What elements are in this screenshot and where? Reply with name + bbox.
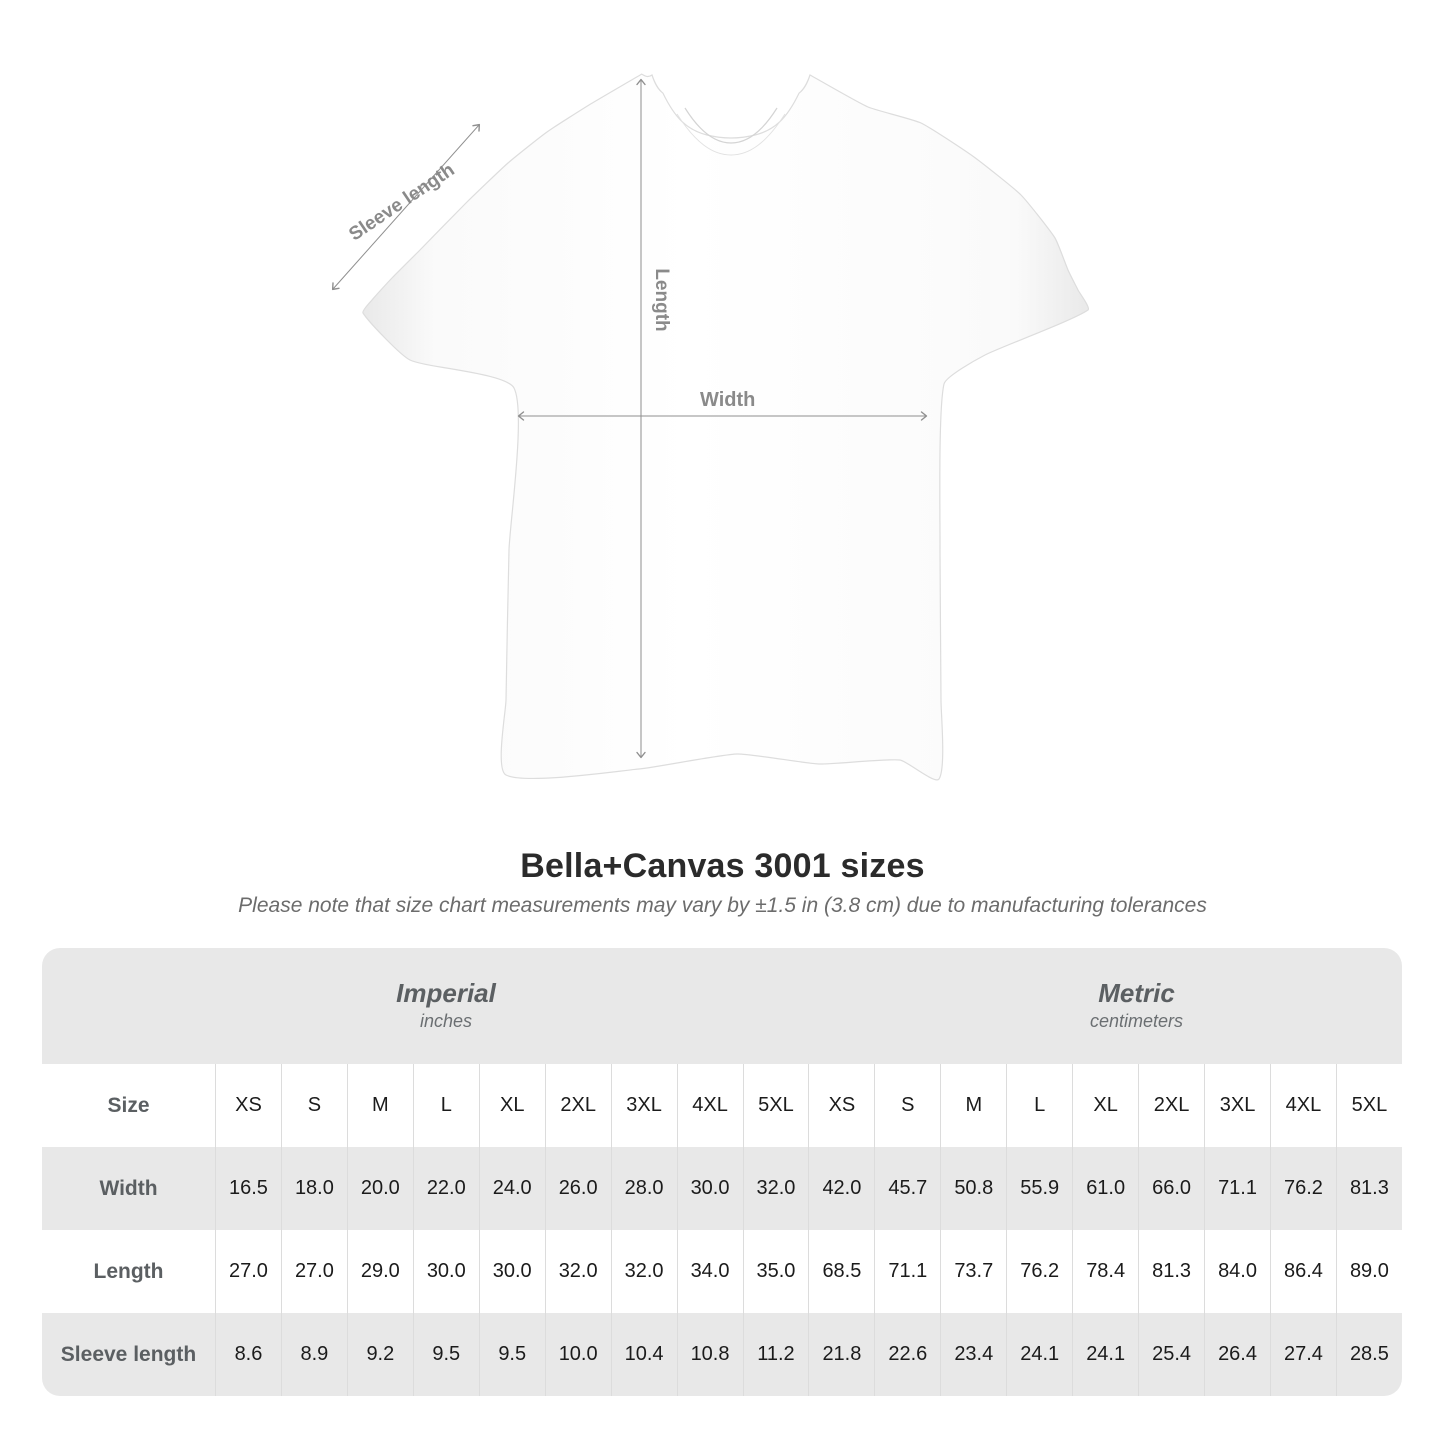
svg-text:Sleeve length: Sleeve length	[345, 159, 458, 245]
svg-text:Width: Width	[700, 389, 755, 411]
svg-text:Length: Length	[651, 268, 672, 331]
